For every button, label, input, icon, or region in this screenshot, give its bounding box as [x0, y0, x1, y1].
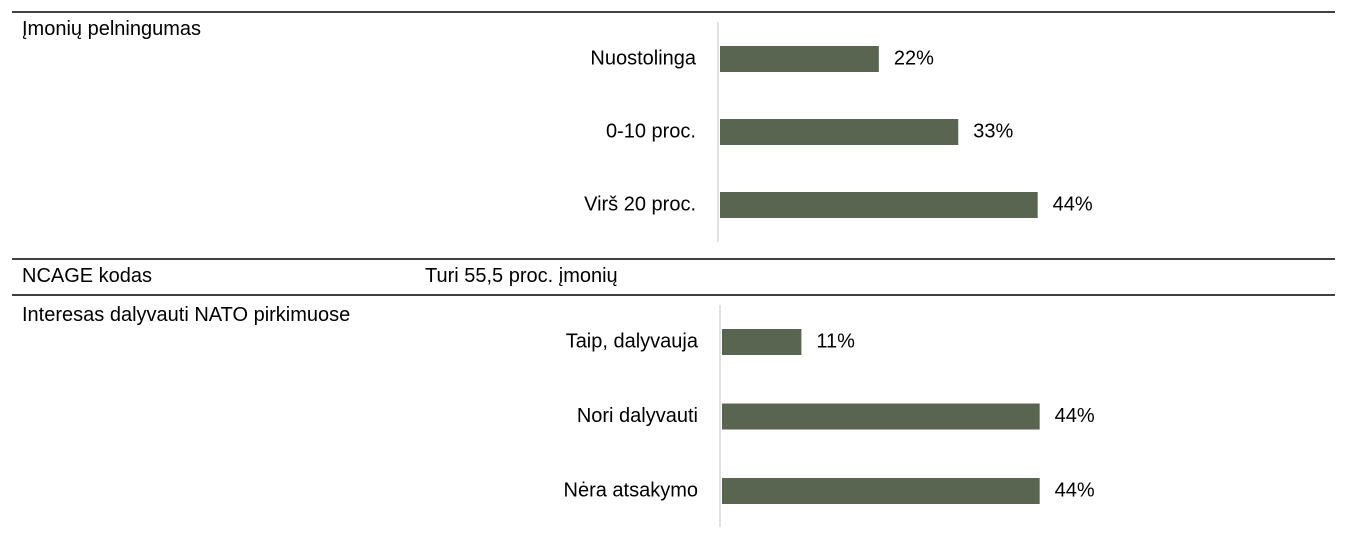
bar	[722, 478, 1040, 504]
row-text: Turi 55,5 proc. įmonių	[425, 265, 618, 287]
category-label: Virš 20 proc.	[584, 193, 696, 215]
category-label: Nėra atsakymo	[564, 479, 699, 501]
bar	[720, 192, 1038, 218]
bar	[722, 329, 802, 355]
value-label: 44%	[1055, 479, 1095, 501]
bar	[720, 119, 959, 145]
bar	[720, 46, 879, 72]
category-label: Nuostolinga	[590, 47, 697, 69]
value-label: 44%	[1053, 193, 1093, 215]
category-label: Taip, dalyvauja	[566, 330, 699, 352]
bar	[722, 403, 1040, 430]
row-label: Interesas dalyvauti NATO pirkimuose	[22, 304, 351, 326]
row-label: Įmonių pelningumas	[22, 18, 201, 40]
category-label: Nori dalyvauti	[577, 405, 698, 427]
category-label: 0-10 proc.	[606, 120, 696, 142]
row-label: NCAGE kodas	[22, 265, 153, 287]
value-label: 11%	[816, 330, 855, 352]
value-label: 22%	[894, 47, 934, 69]
value-label: 44%	[1055, 405, 1095, 427]
value-label: 33%	[973, 120, 1013, 142]
